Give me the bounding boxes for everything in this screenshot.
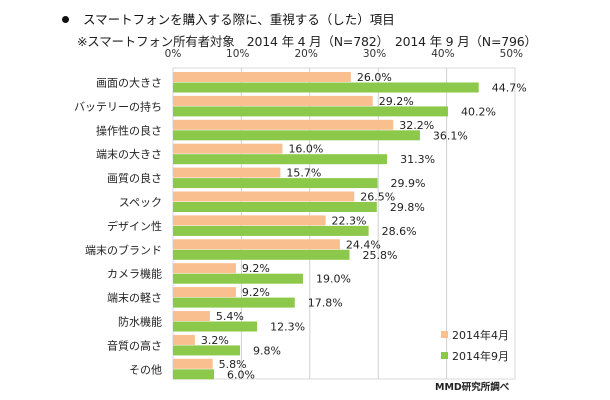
bar-2014-04 [173, 287, 236, 298]
bar-2014-09 [173, 345, 241, 356]
chart-title: スマートフォンを購入する際に、重視する（した）項目 [62, 9, 395, 28]
bar-2014-09 [173, 369, 215, 380]
x-tick-label: 20% [294, 48, 317, 60]
bar-2014-04 [173, 72, 351, 82]
category-label: 操作性の良さ [96, 123, 162, 137]
category-label: デザイン性 [107, 219, 162, 233]
bar-2014-04 [173, 191, 355, 202]
bar-2014-09 [173, 321, 258, 332]
bar-2014-04 [173, 263, 236, 274]
data-label-2014-09: 29.8% [390, 201, 425, 214]
bar-2014-04 [173, 239, 340, 250]
data-label-2014-09: 40.2% [461, 105, 496, 118]
bar-2014-09 [173, 297, 295, 308]
bar-2014-04 [173, 334, 195, 345]
x-tick-label: 30% [363, 48, 386, 60]
x-tick-label: 0% [165, 48, 182, 60]
bar-2014-09 [173, 154, 388, 165]
x-tick-label: 40% [431, 48, 454, 60]
category-label: バッテリーの持ち [74, 99, 162, 113]
category-label: その他 [129, 363, 162, 376]
category-label: 端末のブランド [85, 243, 162, 257]
legend-label: 2014年9月 [452, 349, 509, 363]
category-label: 端末の軽さ [107, 291, 162, 305]
data-label-2014-09: 31.3% [400, 153, 435, 166]
x-tick-label: 10% [226, 48, 249, 60]
bar-2014-04 [173, 215, 326, 226]
bar-2014-09 [173, 273, 303, 284]
bar-2014-09 [173, 106, 448, 117]
category-label: 防水機能 [118, 315, 162, 329]
data-label-2014-09: 36.1% [433, 129, 468, 142]
data-label-2014-04: 3.2% [201, 334, 229, 347]
chart-title-text: スマートフォンを購入する際に、重視する（した）項目 [83, 12, 395, 27]
data-label-2014-09: 12.3% [270, 321, 305, 334]
category-label: スペック [119, 196, 162, 209]
data-label-2014-04: 24.4% [346, 238, 381, 251]
bar-2014-09 [173, 225, 369, 236]
data-label-2014-09: 44.7% [492, 82, 527, 95]
data-label-2014-04: 29.2% [379, 95, 414, 108]
data-label-2014-04: 26.0% [357, 71, 392, 84]
bar-2014-04 [173, 358, 213, 369]
data-label-2014-04: 22.3% [332, 214, 367, 227]
data-label-2014-04: 5.8% [219, 358, 247, 371]
data-label-2014-04: 9.2% [242, 286, 270, 299]
category-label: 音質の高さ [107, 338, 162, 352]
chart-subtitle: ※スマートフォン所有者対象 2014 年 4 月（N=782） 2014 年 9… [77, 34, 537, 49]
bar-2014-09 [173, 178, 378, 189]
legend-swatch [441, 352, 448, 359]
data-label-2014-09: 28.6% [382, 225, 417, 238]
category-label: 画質の良さ [107, 171, 162, 185]
category-label: 画面の大きさ [96, 76, 162, 90]
data-label-2014-04: 32.2% [399, 119, 434, 132]
category-label: 端末の大きさ [96, 147, 162, 161]
bar-2014-04 [173, 311, 210, 321]
bar-2014-09 [173, 202, 377, 212]
bar-2014-09 [173, 130, 420, 141]
data-label-2014-04: 15.7% [286, 167, 321, 180]
bullet-icon [62, 16, 69, 23]
bar-2014-04 [173, 167, 281, 178]
legend-swatch [441, 331, 448, 338]
data-label-2014-04: 26.5% [360, 191, 395, 204]
data-label-2014-09: 6.0% [227, 368, 255, 381]
data-label-2014-04: 5.4% [216, 310, 244, 323]
bar-2014-09 [173, 82, 479, 93]
data-label-2014-09: 17.8% [308, 297, 343, 310]
bar-2014-04 [173, 143, 283, 154]
data-label-2014-04: 16.0% [288, 143, 323, 156]
source-note: MMD研究所調べ [435, 381, 510, 393]
x-tick-label: 50% [500, 48, 523, 60]
bar-2014-04 [173, 119, 394, 130]
data-label-2014-04: 9.2% [242, 262, 270, 275]
data-label-2014-09: 29.9% [391, 177, 426, 190]
category-label: カメラ機能 [107, 267, 162, 281]
data-label-2014-09: 9.8% [253, 344, 281, 357]
bar-2014-04 [173, 95, 373, 106]
bar-2014-09 [173, 249, 350, 260]
data-label-2014-09: 19.0% [316, 273, 351, 286]
data-label-2014-09: 25.8% [362, 249, 397, 262]
legend-label: 2014年4月 [452, 328, 509, 342]
